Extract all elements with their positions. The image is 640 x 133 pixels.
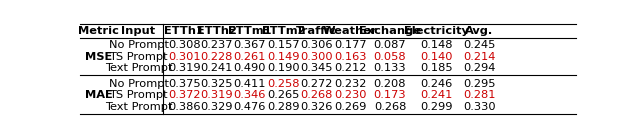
Text: No Prompt: No Prompt <box>109 79 168 89</box>
Text: 0.329: 0.329 <box>201 102 233 112</box>
Text: TS Prompt: TS Prompt <box>109 90 168 100</box>
Text: 0.330: 0.330 <box>463 102 495 112</box>
Text: 0.157: 0.157 <box>267 40 300 50</box>
Text: 0.268: 0.268 <box>300 90 332 100</box>
Text: Weather: Weather <box>323 26 378 36</box>
Text: 0.375: 0.375 <box>168 79 200 89</box>
Text: Avg.: Avg. <box>465 26 493 36</box>
Text: 0.228: 0.228 <box>201 52 233 62</box>
Text: ETTm1: ETTm1 <box>228 26 271 36</box>
Text: 0.087: 0.087 <box>374 40 406 50</box>
Text: 0.163: 0.163 <box>334 52 367 62</box>
Text: 0.173: 0.173 <box>374 90 406 100</box>
Text: Traffic: Traffic <box>296 26 337 36</box>
Text: 0.308: 0.308 <box>168 40 200 50</box>
Text: 0.241: 0.241 <box>420 90 452 100</box>
Text: 0.367: 0.367 <box>234 40 266 50</box>
Text: Metric: Metric <box>79 26 119 36</box>
Text: Exchange: Exchange <box>359 26 421 36</box>
Text: 0.149: 0.149 <box>267 52 300 62</box>
Text: 0.268: 0.268 <box>374 102 406 112</box>
Text: 0.237: 0.237 <box>201 40 233 50</box>
Text: 0.289: 0.289 <box>267 102 300 112</box>
Text: 0.346: 0.346 <box>234 90 266 100</box>
Text: 0.241: 0.241 <box>201 63 233 73</box>
Text: 0.133: 0.133 <box>374 63 406 73</box>
Text: 0.265: 0.265 <box>267 90 300 100</box>
Text: ETTh2: ETTh2 <box>197 26 237 36</box>
Text: 0.319: 0.319 <box>168 63 200 73</box>
Text: 0.212: 0.212 <box>334 63 367 73</box>
Text: 0.345: 0.345 <box>300 63 332 73</box>
Text: 0.281: 0.281 <box>463 90 495 100</box>
Text: 0.245: 0.245 <box>463 40 495 50</box>
Text: 0.319: 0.319 <box>200 90 233 100</box>
Text: 0.208: 0.208 <box>374 79 406 89</box>
Text: 0.190: 0.190 <box>267 63 300 73</box>
Text: 0.261: 0.261 <box>234 52 266 62</box>
Text: 0.232: 0.232 <box>334 79 367 89</box>
Text: 0.295: 0.295 <box>463 79 495 89</box>
Text: 0.148: 0.148 <box>420 40 452 50</box>
Text: 0.258: 0.258 <box>267 79 300 89</box>
Text: 0.300: 0.300 <box>300 52 332 62</box>
Text: Electricity: Electricity <box>404 26 468 36</box>
Text: 0.490: 0.490 <box>234 63 266 73</box>
Text: Text Prompt: Text Prompt <box>105 102 172 112</box>
Text: 0.246: 0.246 <box>420 79 452 89</box>
Text: Input: Input <box>122 26 156 36</box>
Text: 0.294: 0.294 <box>463 63 495 73</box>
Text: ETTm2: ETTm2 <box>262 26 305 36</box>
Text: 0.372: 0.372 <box>168 90 200 100</box>
Text: 0.058: 0.058 <box>374 52 406 62</box>
Text: 0.269: 0.269 <box>334 102 367 112</box>
Text: Text Prompt: Text Prompt <box>105 63 172 73</box>
Text: 0.476: 0.476 <box>234 102 266 112</box>
Text: 0.301: 0.301 <box>168 52 200 62</box>
Text: 0.386: 0.386 <box>168 102 200 112</box>
Text: 0.326: 0.326 <box>300 102 332 112</box>
Text: MAE: MAE <box>85 90 113 100</box>
Text: 0.272: 0.272 <box>300 79 332 89</box>
Text: 0.177: 0.177 <box>334 40 367 50</box>
Text: 0.230: 0.230 <box>334 90 367 100</box>
Text: MSE: MSE <box>85 52 113 62</box>
Text: TS Prompt: TS Prompt <box>109 52 168 62</box>
Text: 0.214: 0.214 <box>463 52 495 62</box>
Text: 0.140: 0.140 <box>420 52 452 62</box>
Text: 0.325: 0.325 <box>201 79 233 89</box>
Text: 0.299: 0.299 <box>420 102 452 112</box>
Text: 0.411: 0.411 <box>234 79 266 89</box>
Text: 0.306: 0.306 <box>300 40 332 50</box>
Text: 0.185: 0.185 <box>420 63 452 73</box>
Text: No Prompt: No Prompt <box>109 40 168 50</box>
Text: ETTh1: ETTh1 <box>164 26 204 36</box>
